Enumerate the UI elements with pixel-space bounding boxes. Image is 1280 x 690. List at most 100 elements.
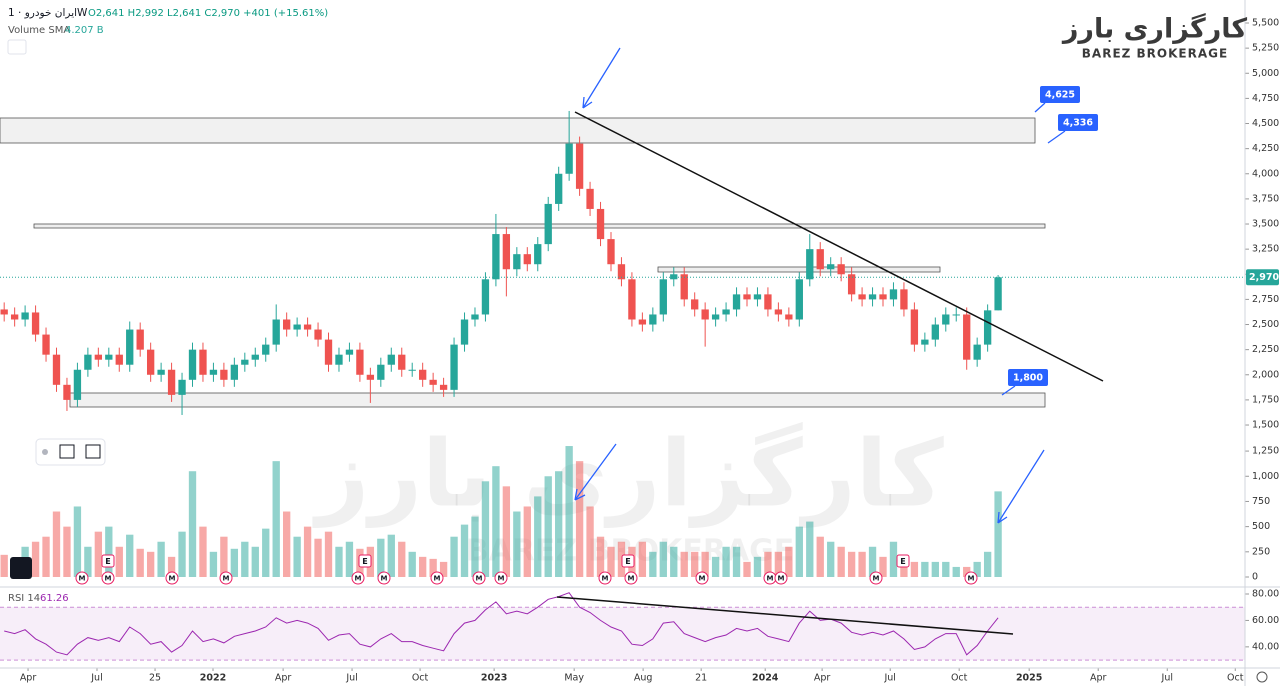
event-marker	[101, 554, 115, 568]
candle-body	[596, 208, 605, 240]
collapse-button[interactable]	[7, 39, 27, 55]
x-tick-label: Apr	[275, 673, 292, 684]
volume-bar	[188, 471, 197, 577]
drag-handle[interactable]	[42, 449, 48, 455]
level-box	[1058, 114, 1098, 131]
volume-bar	[481, 481, 490, 577]
candle-body	[105, 354, 113, 360]
trend-line	[556, 596, 1014, 635]
volume-bar	[31, 541, 40, 577]
event-label: M	[767, 575, 774, 583]
candle-body	[513, 254, 521, 270]
tool-button[interactable]	[59, 444, 75, 459]
volume-bar	[722, 546, 730, 577]
candle-body	[419, 369, 427, 380]
event-label: M	[105, 575, 112, 583]
y-tick-label: 2,250	[1252, 344, 1279, 355]
volume-label: Volume SMA	[8, 25, 70, 36]
candle-body	[711, 314, 720, 320]
y-tick-label: 60.00	[1252, 615, 1279, 626]
rsi-label: RSI 14	[8, 593, 40, 604]
event-marker	[964, 571, 978, 585]
arrows	[574, 47, 1066, 524]
volume-bar	[230, 548, 239, 577]
settings-button[interactable]	[1256, 671, 1268, 683]
tv-logo	[10, 557, 32, 579]
event-marker	[75, 571, 89, 585]
volume-bar	[711, 556, 720, 577]
event-label: M	[79, 575, 86, 583]
volume-bar	[303, 526, 312, 577]
tool-button[interactable]	[85, 444, 101, 459]
watermark: کارگزاری بارز BAREZ BROKERAGE	[312, 420, 944, 568]
event-label: M	[476, 575, 483, 583]
volume-bar	[649, 551, 657, 577]
candle-body	[471, 314, 479, 320]
candle-body	[586, 188, 594, 209]
y-tick-label: 250	[1252, 546, 1270, 557]
trend-line	[574, 111, 1104, 382]
event-label: M	[498, 575, 505, 583]
level-label: 1,800	[1013, 373, 1043, 384]
volume-bar	[691, 551, 699, 577]
volume-bar	[523, 506, 531, 577]
candle-body	[900, 289, 908, 310]
event-label: E	[900, 557, 905, 566]
event-marker	[869, 571, 883, 585]
callout-tail	[1001, 102, 1066, 396]
candle-body	[764, 294, 772, 310]
candle-body	[408, 369, 416, 371]
event-marker	[101, 571, 115, 585]
candle-body	[303, 324, 312, 330]
candle-body	[795, 279, 803, 320]
y-tick-label: 4,250	[1252, 143, 1279, 154]
volume-bar	[994, 491, 1002, 577]
candle-body	[262, 344, 270, 355]
x-tick-label: 2025	[1016, 673, 1042, 684]
event-label: M	[434, 575, 441, 583]
volume-bar	[837, 546, 845, 577]
volume-bar	[952, 566, 960, 577]
event-marker	[351, 571, 365, 585]
volume-bar	[387, 534, 395, 577]
candle-body	[523, 254, 531, 265]
zone	[69, 392, 1046, 408]
candle-body	[387, 354, 395, 365]
volume-bar	[377, 538, 385, 577]
candle-body	[806, 249, 814, 280]
event-marker	[774, 571, 788, 585]
volume-bar	[701, 551, 709, 577]
x-tick-label: 21	[695, 673, 707, 684]
event-label: M	[602, 575, 609, 583]
candle-body	[963, 314, 971, 360]
volume-bar	[293, 536, 301, 577]
candle-body	[732, 294, 741, 310]
level-label: 4,336	[1063, 118, 1093, 129]
volume-bar	[63, 526, 71, 577]
volume-bar	[502, 486, 511, 577]
volume-bar	[680, 551, 688, 577]
volume-bar	[858, 551, 866, 577]
event-label: M	[355, 575, 362, 583]
candle-body	[366, 374, 375, 380]
level-box	[1040, 86, 1080, 103]
candle-body	[931, 324, 939, 340]
volume-bar	[429, 558, 437, 577]
candle-body	[691, 299, 699, 310]
candle-body	[785, 314, 793, 320]
candle-body	[858, 294, 866, 300]
candle-body	[502, 234, 511, 270]
candle-body	[146, 349, 155, 375]
candle-body	[450, 344, 458, 390]
volume-bar	[963, 566, 971, 577]
candle-body	[649, 314, 657, 325]
volume-bar	[73, 506, 82, 577]
logo-fa: کارگزاری بارز	[1061, 13, 1247, 45]
volume-bar	[209, 551, 218, 577]
candle-body	[973, 344, 981, 360]
x-tick-label: 2023	[481, 673, 507, 684]
candle-body	[188, 349, 197, 380]
volume-bar	[460, 524, 469, 577]
zone	[33, 223, 1046, 229]
candle-body	[555, 173, 563, 204]
